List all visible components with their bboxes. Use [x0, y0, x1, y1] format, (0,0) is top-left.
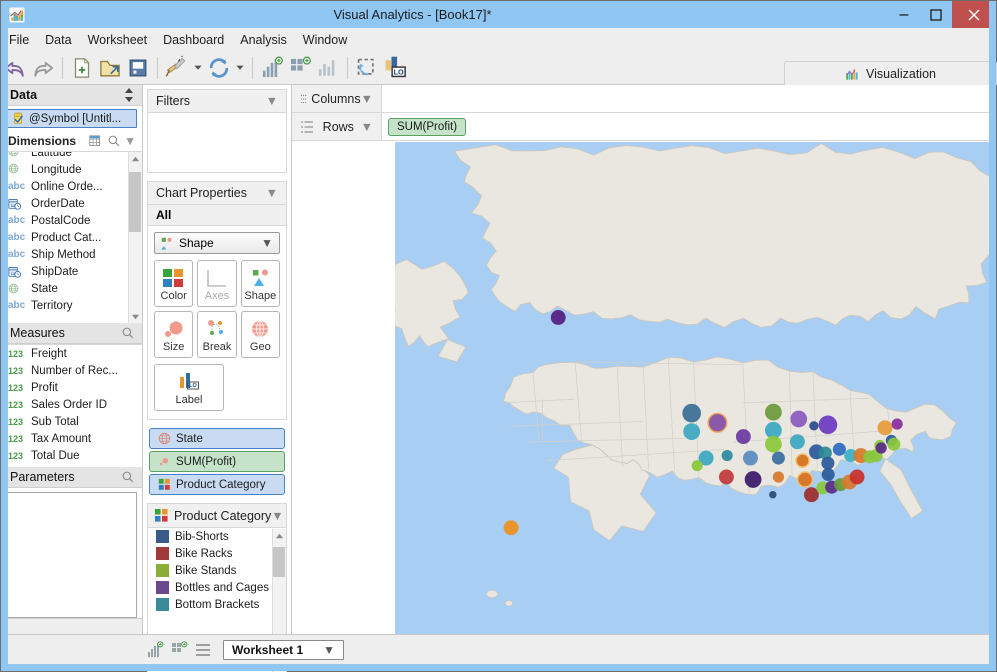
svg-text:LO: LO [394, 67, 404, 76]
svg-text:LO: LO [189, 383, 197, 389]
